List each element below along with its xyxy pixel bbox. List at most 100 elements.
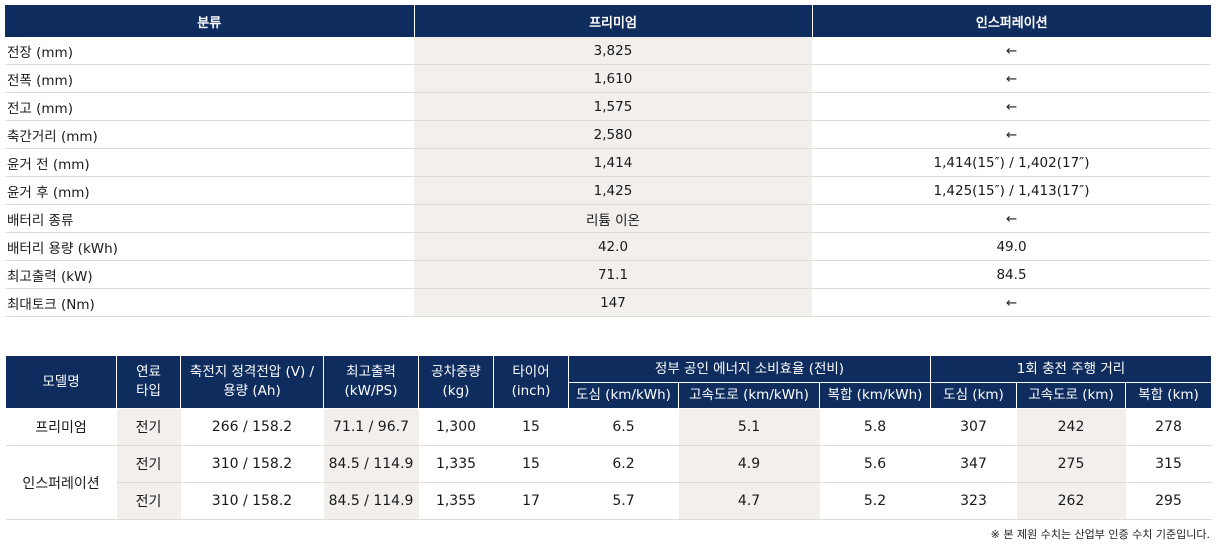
header-weight-text: 공차중량 (kg): [431, 364, 481, 399]
eff-cell-eff-combined: 5.8: [819, 408, 931, 446]
efficiency-row: 프리미엄 전기 266 / 158.2 71.1 / 96.7 1,300 15 6.5 5.…: [5, 408, 1212, 446]
spec-premium-value: 1,414: [414, 148, 812, 177]
eff-cell-weight: 1,355: [418, 482, 494, 520]
spec-label: 축간거리 (mm): [5, 120, 414, 149]
eff-cell-tire: 15: [493, 445, 569, 483]
header-premium: 프리미엄: [413, 5, 812, 37]
header-fuel: 연료 타입: [116, 355, 181, 409]
spec-premium-value: 71.1: [414, 260, 812, 289]
header-inspiration: 인스퍼레이션: [811, 5, 1211, 37]
header-range-group: 1회 충전 주행 거리: [930, 355, 1212, 383]
eff-cell-battery: 310 / 158.2: [180, 445, 324, 483]
eff-cell-fuel: 전기: [116, 408, 181, 446]
eff-cell-range-city: 323: [930, 482, 1017, 520]
eff-cell-range-city: 347: [930, 445, 1017, 483]
spec-label: 윤거 전 (mm): [5, 148, 414, 177]
spec-inspiration-value: 1,425(15″) / 1,413(17″): [812, 176, 1211, 205]
spec-premium-value: 리튬 이온: [414, 204, 812, 233]
header-power: 최고출력 (kW/PS): [323, 355, 419, 409]
header-model: 모델명: [5, 355, 117, 409]
eff-cell-eff-city: 6.5: [568, 408, 679, 446]
header-eff-combined: 복합 (km/kWh): [819, 382, 931, 409]
eff-cell-power: 84.5 / 114.9: [323, 482, 419, 520]
header-category: 분류: [5, 5, 414, 37]
spec-inspiration-value: ←: [812, 64, 1211, 93]
header-battery: 축전지 정격전압 (V) / 용량 (Ah): [180, 355, 324, 409]
spec-premium-value: 147: [414, 288, 812, 317]
spec-row: 최대토크 (Nm) 147 ←: [5, 288, 1211, 317]
efficiency-row: 인스퍼레이션 전기 310 / 158.2 84.5 / 114.9 1,335 15 6.…: [5, 445, 1212, 520]
header-eff-city: 도심 (km/kWh): [568, 382, 679, 409]
eff-cell-fuel: 전기: [116, 445, 181, 483]
header-fuel-text: 연료 타입: [136, 364, 161, 399]
spec-label: 전폭 (mm): [5, 64, 414, 93]
eff-cell-eff-city: 5.7: [568, 482, 679, 520]
spec-row: 전폭 (mm) 1,610 ←: [5, 64, 1211, 93]
spec-label: 배터리 용량 (kWh): [5, 232, 414, 261]
eff-cell-range-combined: 295: [1125, 482, 1212, 520]
efficiency-table: 모델명 연료 타입 축전지 정격전압 (V) / 용량 (Ah) 최고출력 (k…: [5, 355, 1212, 520]
spec-label: 전장 (mm): [5, 37, 414, 65]
spec-inspiration-value: ←: [812, 120, 1211, 149]
eff-cell-range-combined: 315: [1125, 445, 1212, 483]
spec-inspiration-value: 1,414(15″) / 1,402(17″): [812, 148, 1211, 177]
spec-table: 분류 프리미엄 인스퍼레이션 전장 (mm) 3,825 ← 전폭 (mm) 1,610…: [5, 5, 1211, 317]
eff-cell-range-city: 307: [930, 408, 1017, 446]
eff-cell-weight: 1,300: [418, 408, 494, 446]
eff-cell-eff-combined: 5.6: [819, 445, 931, 483]
eff-cell-tire: 15: [493, 408, 569, 446]
spec-premium-value: 1,575: [414, 92, 812, 121]
spec-label: 최대토크 (Nm): [5, 288, 414, 317]
spec-row: 전고 (mm) 1,575 ←: [5, 92, 1211, 121]
efficiency-row: 전기 310 / 158.2 84.5 / 114.9 1,355 17 5.7 4.7 5.…: [6, 482, 1212, 520]
spec-label: 최고출력 (kW): [5, 260, 414, 289]
eff-cell-weight: 1,335: [418, 445, 494, 483]
spec-row: 배터리 용량 (kWh) 42.0 49.0: [5, 232, 1211, 261]
eff-cell-eff-city: 6.2: [568, 445, 679, 483]
spec-premium-value: 3,825: [414, 37, 812, 65]
spec-inspiration-value: 49.0: [812, 232, 1211, 261]
eff-cell-eff-highway: 4.7: [678, 482, 820, 520]
header-efficiency-group: 정부 공인 에너지 소비효율 (전비): [568, 355, 931, 383]
header-power-text: 최고출력 (kW/PS): [344, 364, 398, 399]
spec-premium-value: 1,425: [414, 176, 812, 205]
spec-header-row: 분류 프리미엄 인스퍼레이션: [5, 5, 1211, 37]
header-tire-text: 타이어 (inch): [511, 364, 551, 399]
eff-header-row-1: 모델명 연료 타입 축전지 정격전압 (V) / 용량 (Ah) 최고출력 (k…: [5, 355, 1212, 409]
eff-cell-range-combined: 278: [1125, 408, 1212, 446]
spec-row: 최고출력 (kW) 71.1 84.5: [5, 260, 1211, 289]
spec-row: 윤거 전 (mm) 1,414 1,414(15″) / 1,402(17″): [5, 148, 1211, 177]
eff-cell-eff-combined: 5.2: [819, 482, 931, 520]
eff-cell-range-highway: 262: [1016, 482, 1126, 520]
eff-cell-tire: 17: [493, 482, 569, 520]
spec-row: 윤거 후 (mm) 1,425 1,425(15″) / 1,413(17″): [5, 176, 1211, 205]
header-range-combined: 복합 (km): [1125, 382, 1212, 409]
eff-header-row-2: 도심 (km/kWh) 고속도로 (km/kWh) 복합 (km/kWh) 도심…: [6, 382, 1212, 409]
spec-inspiration-value: ←: [812, 288, 1211, 317]
spec-premium-value: 1,610: [414, 64, 812, 93]
spec-row: 전장 (mm) 3,825 ←: [5, 37, 1211, 65]
eff-cell-fuel: 전기: [116, 482, 181, 520]
eff-cell-range-highway: 242: [1016, 408, 1126, 446]
spec-inspiration-value: ←: [812, 37, 1211, 65]
eff-cell-eff-highway: 4.9: [678, 445, 820, 483]
header-tire: 타이어 (inch): [493, 355, 569, 409]
model-name: 인스퍼레이션: [5, 445, 117, 520]
eff-cell-range-highway: 275: [1016, 445, 1126, 483]
eff-cell-power: 84.5 / 114.9: [323, 445, 419, 483]
spec-row: 배터리 종류 리튬 이온 ←: [5, 204, 1211, 233]
footnote: ※ 본 제원 수치는 산업부 인증 수치 기준입니다.: [990, 528, 1210, 541]
spec-label: 배터리 종류: [5, 204, 414, 233]
eff-cell-power: 71.1 / 96.7: [323, 408, 419, 446]
header-range-highway: 고속도로 (km): [1016, 382, 1126, 409]
spec-label: 윤거 후 (mm): [5, 176, 414, 205]
header-range-city: 도심 (km): [930, 382, 1017, 409]
eff-cell-battery: 310 / 158.2: [180, 482, 324, 520]
header-weight: 공차중량 (kg): [418, 355, 494, 409]
model-name: 프리미엄: [5, 408, 117, 446]
spec-row: 축간거리 (mm) 2,580 ←: [5, 120, 1211, 149]
spec-inspiration-value: 84.5: [812, 260, 1211, 289]
eff-cell-eff-highway: 5.1: [678, 408, 820, 446]
spec-inspiration-value: ←: [812, 92, 1211, 121]
